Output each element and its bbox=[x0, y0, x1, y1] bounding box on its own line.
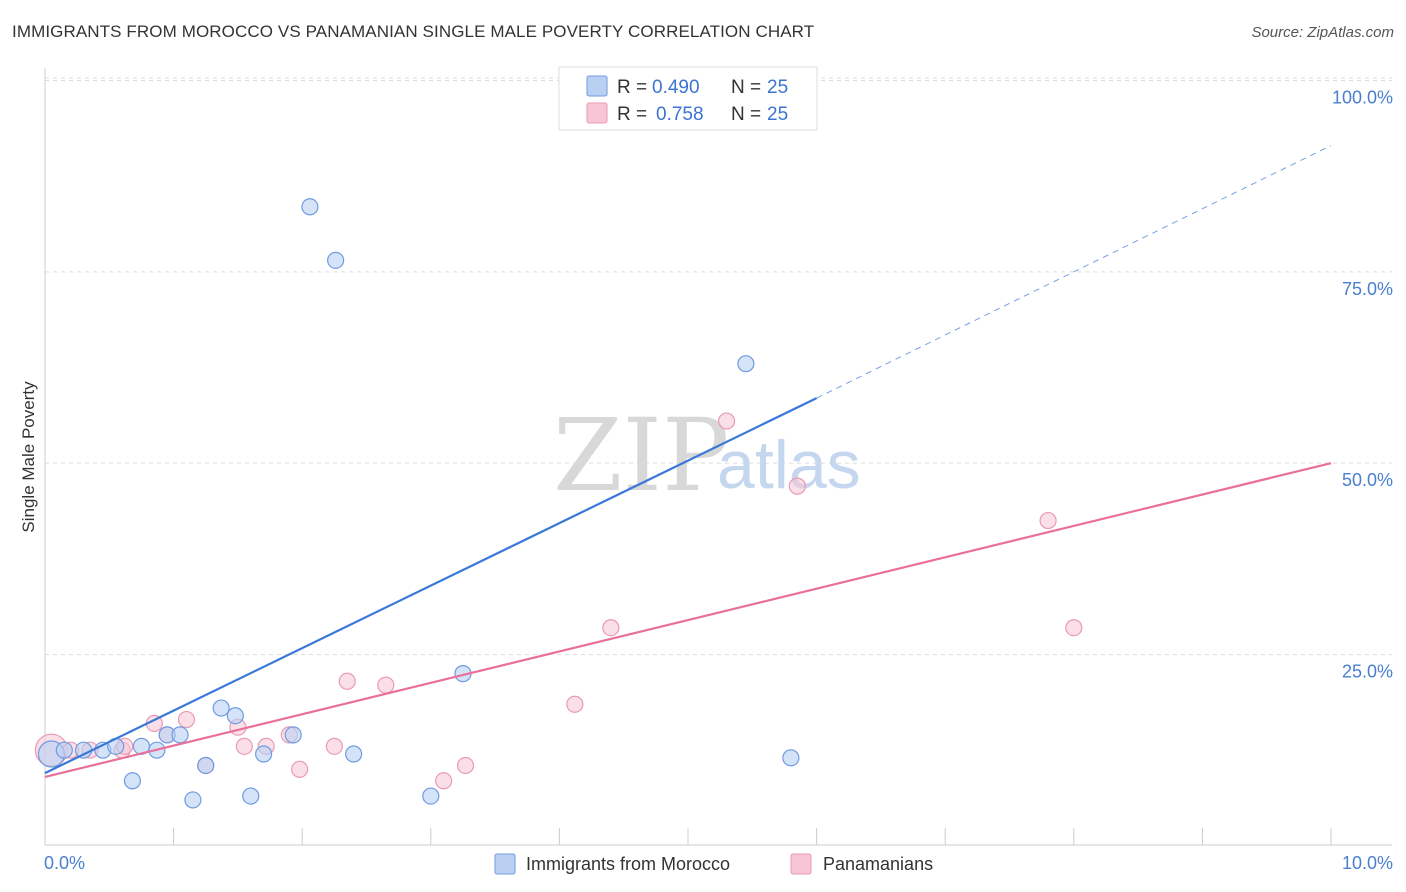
point-morocco-1 bbox=[55, 741, 73, 759]
legend-n-label-2: N = bbox=[731, 104, 761, 125]
correlation-legend: R = 0.490 N = 25 R = 0.758 N = 25 bbox=[558, 66, 818, 131]
point-morocco-23 bbox=[782, 749, 800, 767]
point-morocco-13 bbox=[226, 707, 244, 725]
point-panamanians-14 bbox=[338, 672, 356, 690]
legend-r-label-2: R = bbox=[617, 104, 647, 125]
bottom-legend-swatch-morocco bbox=[494, 853, 516, 875]
point-panamanians-21 bbox=[788, 477, 806, 495]
point-morocco-12 bbox=[212, 699, 230, 717]
point-morocco-2 bbox=[74, 741, 93, 759]
point-morocco-16 bbox=[284, 726, 302, 744]
trend-lines bbox=[44, 145, 1332, 779]
legend-n-value-1: 25 bbox=[767, 77, 788, 98]
y-tick-label-25: 25.0% bbox=[1342, 662, 1393, 682]
bottom-legend-label-panamanians: Panamanians bbox=[823, 854, 933, 874]
point-panamanians-22 bbox=[1039, 511, 1057, 530]
point-panamanians-17 bbox=[456, 756, 475, 775]
point-panamanians-6 bbox=[177, 710, 196, 729]
point-morocco-5 bbox=[123, 772, 142, 790]
series-legend: Immigrants from Morocco Panamanians bbox=[494, 853, 933, 875]
point-panamanians-23 bbox=[1065, 619, 1083, 637]
point-panamanians-19 bbox=[602, 619, 620, 637]
legend-r-label-1: R = bbox=[617, 77, 647, 98]
point-morocco-15 bbox=[255, 745, 273, 763]
point-panamanians-18 bbox=[566, 695, 584, 713]
legend-n-label-1: N = bbox=[731, 77, 761, 98]
chart-title: IMMIGRANTS FROM MOROCCO VS PANAMANIAN SI… bbox=[12, 22, 815, 41]
legend-swatch-panamanians bbox=[586, 102, 608, 124]
trend-line-morocco bbox=[44, 397, 818, 775]
point-morocco-14 bbox=[242, 787, 260, 805]
watermark-atlas: atlas bbox=[717, 427, 861, 503]
x-tick-marks bbox=[44, 828, 1332, 845]
trend-line-panamanians bbox=[44, 462, 1332, 779]
point-panamanians-13 bbox=[325, 737, 343, 755]
trend-line-morocco-extension bbox=[816, 145, 1332, 399]
point-panamanians-12 bbox=[291, 760, 309, 778]
legend-r-value-1: 0.490 bbox=[652, 77, 700, 98]
chart-source: Source: ZipAtlas.com bbox=[1251, 24, 1394, 41]
point-morocco-10 bbox=[184, 791, 202, 809]
y-tick-label-75: 75.0% bbox=[1342, 279, 1393, 299]
point-morocco-18 bbox=[327, 251, 345, 269]
axes bbox=[44, 68, 1392, 846]
x-tick-label-max: 10.0% bbox=[1342, 853, 1393, 873]
point-panamanians-20 bbox=[717, 412, 736, 430]
y-tick-labels: 25.0% 50.0% 75.0% 100.0% bbox=[1332, 88, 1393, 682]
y-tick-label-100: 100.0% bbox=[1332, 88, 1393, 108]
legend-swatch-morocco bbox=[586, 75, 608, 97]
point-morocco-19 bbox=[345, 745, 363, 763]
point-morocco-22 bbox=[737, 355, 755, 373]
point-morocco-11 bbox=[197, 756, 215, 775]
bottom-legend-label-morocco: Immigrants from Morocco bbox=[526, 854, 730, 874]
point-panamanians-9 bbox=[235, 737, 253, 755]
point-morocco-9 bbox=[171, 726, 189, 744]
y-axis-label: Single Male Poverty bbox=[19, 381, 38, 533]
point-morocco-17 bbox=[301, 198, 319, 216]
x-tick-label-min: 0.0% bbox=[44, 853, 85, 873]
point-morocco-20 bbox=[422, 787, 440, 805]
bottom-legend-swatch-panamanians bbox=[790, 853, 812, 875]
legend-n-value-2: 25 bbox=[767, 104, 788, 125]
series-morocco-points bbox=[37, 79, 800, 809]
y-tick-label-50: 50.0% bbox=[1342, 470, 1393, 490]
legend-r-value-2: 0.758 bbox=[656, 104, 704, 125]
point-panamanians-15 bbox=[377, 676, 395, 694]
point-panamanians-16 bbox=[435, 772, 453, 790]
grid-lines bbox=[45, 77, 1392, 655]
watermark-zip: ZIP bbox=[553, 397, 729, 514]
